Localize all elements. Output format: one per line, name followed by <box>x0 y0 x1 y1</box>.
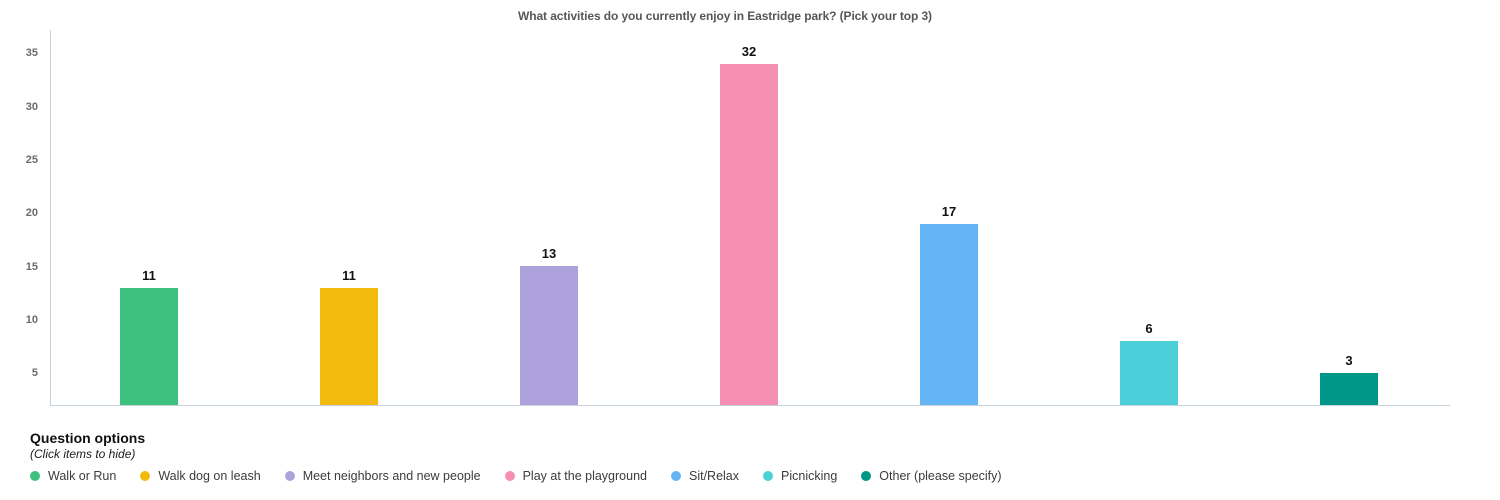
bar-value-label-picnicking: 6 <box>1145 321 1153 336</box>
legend-item-label: Walk dog on leash <box>158 469 261 483</box>
bar-sit-relax <box>920 223 978 405</box>
legend-item-picnicking[interactable]: Picnicking <box>763 469 837 483</box>
bar-value-label-sit-relax: 17 <box>941 203 957 219</box>
bar-value-label-walk-dog-on-leash: 11 <box>342 267 356 283</box>
y-tick-label-25: 25 <box>25 154 38 167</box>
legend-item-walk-or-run[interactable]: Walk or Run <box>30 469 116 483</box>
bar-walk-or-run <box>120 287 178 405</box>
legend-item-label: Meet neighbors and new people <box>302 469 481 483</box>
legend-item-meet-neighbors-and-new-people[interactable]: Meet neighbors and new people <box>284 469 481 483</box>
y-tick-label-5: 5 <box>31 367 38 380</box>
bar-play-at-the-playground <box>720 63 778 405</box>
bar-value-label-play-at-the-playground: 32 <box>741 43 757 59</box>
legend-color-dot-icon <box>861 471 872 481</box>
legend-item-label: Walk or Run <box>48 469 117 483</box>
legend: Question options (Click items to hide) W… <box>30 431 1002 483</box>
y-tick-label-20: 20 <box>25 207 38 220</box>
legend-color-dot-icon <box>763 471 774 481</box>
bar-walk-dog-on-leash <box>320 287 378 405</box>
bar-meet-neighbors-and-new-people <box>520 266 578 405</box>
bar-value-label-meet-neighbors-and-new-people: 13 <box>541 246 557 262</box>
bar-picnicking <box>1120 341 1178 405</box>
legend-item-label: Sit/Relax <box>688 469 740 483</box>
legend-color-dot-icon <box>670 471 681 481</box>
y-tick-label-15: 15 <box>25 260 38 273</box>
legend-heading: Question options <box>30 430 146 446</box>
y-tick-label-35: 35 <box>25 47 38 60</box>
legend-item-label: Other (please specify) <box>879 469 1002 483</box>
legend-item-label: Picnicking <box>781 469 838 483</box>
y-axis-line <box>50 30 51 405</box>
bar-value-label-other-please-specify: 3 <box>1345 353 1353 368</box>
chart-title: What activities do you currently enjoy i… <box>518 9 932 23</box>
legend-items: Walk or Run Walk dog on leash Meet neighbo… <box>30 469 1002 483</box>
legend-item-other-please-specify[interactable]: Other (please specify) <box>861 469 1002 483</box>
legend-item-sit-relax[interactable]: Sit/Relax <box>670 469 740 483</box>
legend-subheading: (Click items to hide) <box>30 447 136 461</box>
x-axis-line <box>50 405 1450 406</box>
legend-color-dot-icon <box>140 471 151 481</box>
bar-value-label-walk-or-run: 11 <box>142 267 156 283</box>
legend-color-dot-icon <box>504 471 515 481</box>
legend-color-dot-icon <box>30 471 40 481</box>
legend-color-dot-icon <box>284 471 295 481</box>
y-tick-label-30: 30 <box>25 100 38 113</box>
legend-item-label: Play at the playground <box>522 469 647 483</box>
plot-area: 5 10 15 20 25 30 35 11 11 13 32 17 6 3 <box>25 30 1450 406</box>
legend-item-walk-dog-on-leash[interactable]: Walk dog on leash <box>140 469 261 483</box>
y-tick-label-10: 10 <box>25 314 38 327</box>
bar-other-please-specify <box>1320 373 1378 405</box>
legend-item-play-at-the-playground[interactable]: Play at the playground <box>504 469 647 483</box>
